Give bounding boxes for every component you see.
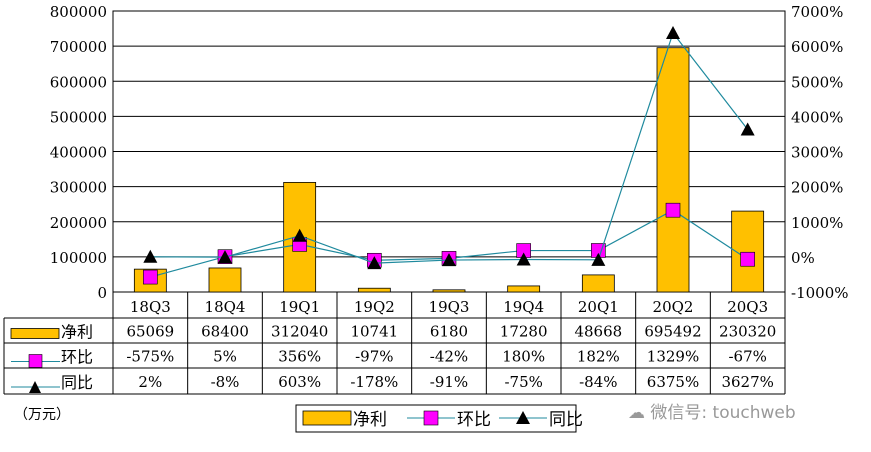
marker-triangle-20Q1	[591, 252, 606, 266]
marker-square-20Q2	[665, 202, 681, 218]
right-tick-label: 4000%	[791, 108, 843, 126]
data-label: -67%	[728, 348, 766, 366]
category-label: 18Q3	[130, 298, 171, 316]
marker-triangle-19Q4	[516, 252, 531, 266]
left-tick-label: 500000	[50, 108, 107, 126]
marker-triangle-20Q3	[740, 122, 755, 136]
right-tick-label: 1000%	[791, 214, 843, 232]
data-label: -97%	[355, 348, 393, 366]
data-label: 68400	[201, 323, 249, 341]
watermark: ☁ 微信号: touchweb	[628, 398, 796, 423]
bar-20Q1	[581, 274, 615, 293]
legend-label: 同比	[549, 410, 583, 430]
legend-triangle-marker	[29, 381, 41, 393]
data-label: -42%	[430, 348, 468, 366]
right-tick-label: 6000%	[791, 38, 843, 56]
category-label: 19Q2	[354, 298, 395, 316]
data-label: 2%	[138, 373, 162, 391]
series-name: 净利	[61, 323, 93, 342]
series-name: 同比	[61, 373, 93, 392]
bar-18Q4	[208, 267, 242, 293]
left-tick-label: 100000	[50, 249, 107, 267]
category-label: 20Q2	[653, 298, 694, 316]
data-label: 6375%	[647, 373, 699, 391]
data-label: 312040	[271, 323, 328, 341]
data-label: -8%	[211, 373, 240, 391]
data-label: 1329%	[647, 348, 699, 366]
left-tick-label: 400000	[50, 144, 107, 162]
legend-square-marker	[423, 410, 439, 426]
right-tick-label: 3000%	[791, 144, 843, 162]
data-label: -575%	[126, 348, 174, 366]
series-name: 环比	[61, 348, 93, 367]
category-label: 20Q1	[578, 298, 619, 316]
right-tick-label: 2000%	[791, 179, 843, 197]
data-label: 356%	[278, 348, 321, 366]
right-tick-label: 0%	[791, 249, 815, 267]
data-label: 5%	[213, 348, 237, 366]
data-label: 10741	[350, 323, 398, 341]
data-label: 182%	[577, 348, 620, 366]
data-label: 48668	[574, 323, 622, 341]
right-tick-label: 5000%	[791, 73, 843, 91]
data-label: 6180	[430, 323, 468, 341]
legend-triangle-marker	[516, 411, 530, 424]
category-label: 19Q3	[429, 298, 470, 316]
legend-bar-key	[10, 328, 60, 339]
legend-bar-key	[302, 410, 352, 426]
legend-square-marker	[28, 354, 43, 368]
category-label: 20Q3	[727, 298, 768, 316]
data-label: -91%	[430, 373, 468, 391]
data-label: 695492	[644, 323, 701, 341]
data-label: -178%	[350, 373, 398, 391]
marker-triangle-18Q4	[218, 250, 232, 264]
data-label: 65069	[126, 323, 174, 341]
bar-19Q4	[507, 285, 541, 293]
data-label: -75%	[504, 373, 542, 391]
watermark-text: 微信号: touchweb	[650, 403, 796, 423]
marker-triangle-19Q1	[292, 228, 307, 242]
left-tick-label: 700000	[50, 38, 107, 56]
bar-19Q2	[357, 287, 391, 293]
data-label: -84%	[579, 373, 617, 391]
left-tick-label: 200000	[50, 214, 107, 232]
legend-label: 环比	[457, 410, 491, 430]
category-label: 19Q1	[279, 298, 320, 316]
marker-triangle-19Q2	[367, 256, 382, 270]
data-label: 3627%	[721, 373, 773, 391]
bar-19Q3	[432, 289, 466, 293]
data-label: 180%	[502, 348, 545, 366]
unit-note: （万元）	[14, 407, 70, 423]
marker-square-18Q3	[143, 269, 158, 285]
left-tick-label: 300000	[50, 179, 107, 197]
marker-triangle-20Q2	[666, 25, 680, 39]
left-tick-label: 600000	[50, 73, 107, 91]
category-label: 19Q4	[503, 298, 544, 316]
data-label: 230320	[719, 323, 776, 341]
marker-triangle-19Q3	[442, 253, 456, 267]
data-label: 603%	[278, 373, 321, 391]
right-tick-label: -1000%	[791, 284, 849, 302]
marker-square-20Q3	[740, 251, 755, 267]
left-tick-label: 0	[97, 284, 107, 302]
legend-label: 净利	[353, 410, 387, 430]
right-tick-label: 7000%	[791, 3, 843, 21]
bar-20Q2	[656, 47, 690, 293]
marker-triangle-18Q3	[143, 249, 158, 263]
wechat-icon: ☁	[628, 403, 645, 423]
category-label: 18Q4	[205, 298, 246, 316]
left-tick-label: 800000	[50, 3, 107, 21]
data-label: 17280	[500, 323, 548, 341]
